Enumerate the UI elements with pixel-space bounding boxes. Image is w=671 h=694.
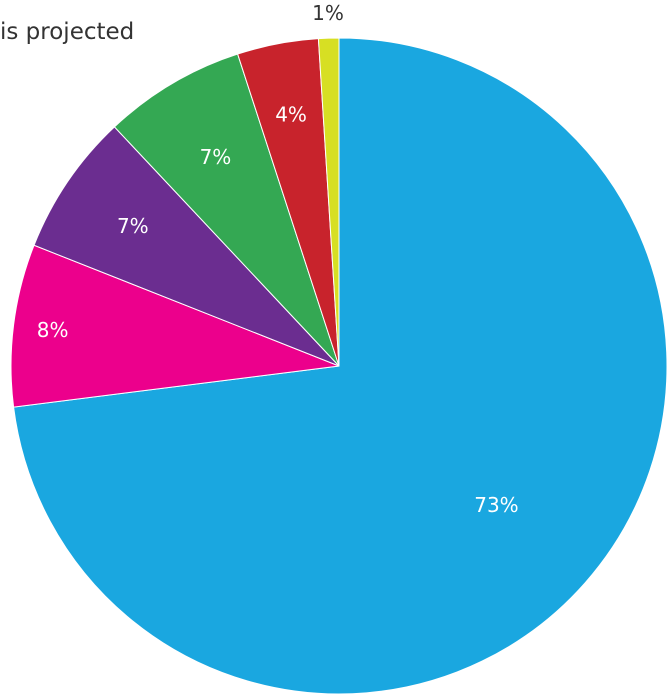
pie-slice-label: 1% bbox=[312, 1, 344, 25]
pie-slice-label: 73% bbox=[474, 493, 518, 517]
pie-slice bbox=[33, 126, 340, 367]
pie-slice bbox=[10, 244, 340, 408]
pie-slice-label: 7% bbox=[117, 214, 149, 238]
pie-slice bbox=[317, 37, 340, 367]
chart-title: is projected bbox=[0, 19, 135, 45]
pie-labels: 73% 8% 7% 7% 4% 1% bbox=[37, 1, 519, 517]
pie-slice bbox=[113, 53, 340, 367]
pie-slices bbox=[10, 37, 668, 694]
pie-slice-label: 4% bbox=[275, 103, 307, 127]
pie-slice bbox=[13, 37, 668, 694]
pie-slice-label: 8% bbox=[37, 318, 69, 342]
pie-slice-label: 7% bbox=[200, 145, 232, 169]
